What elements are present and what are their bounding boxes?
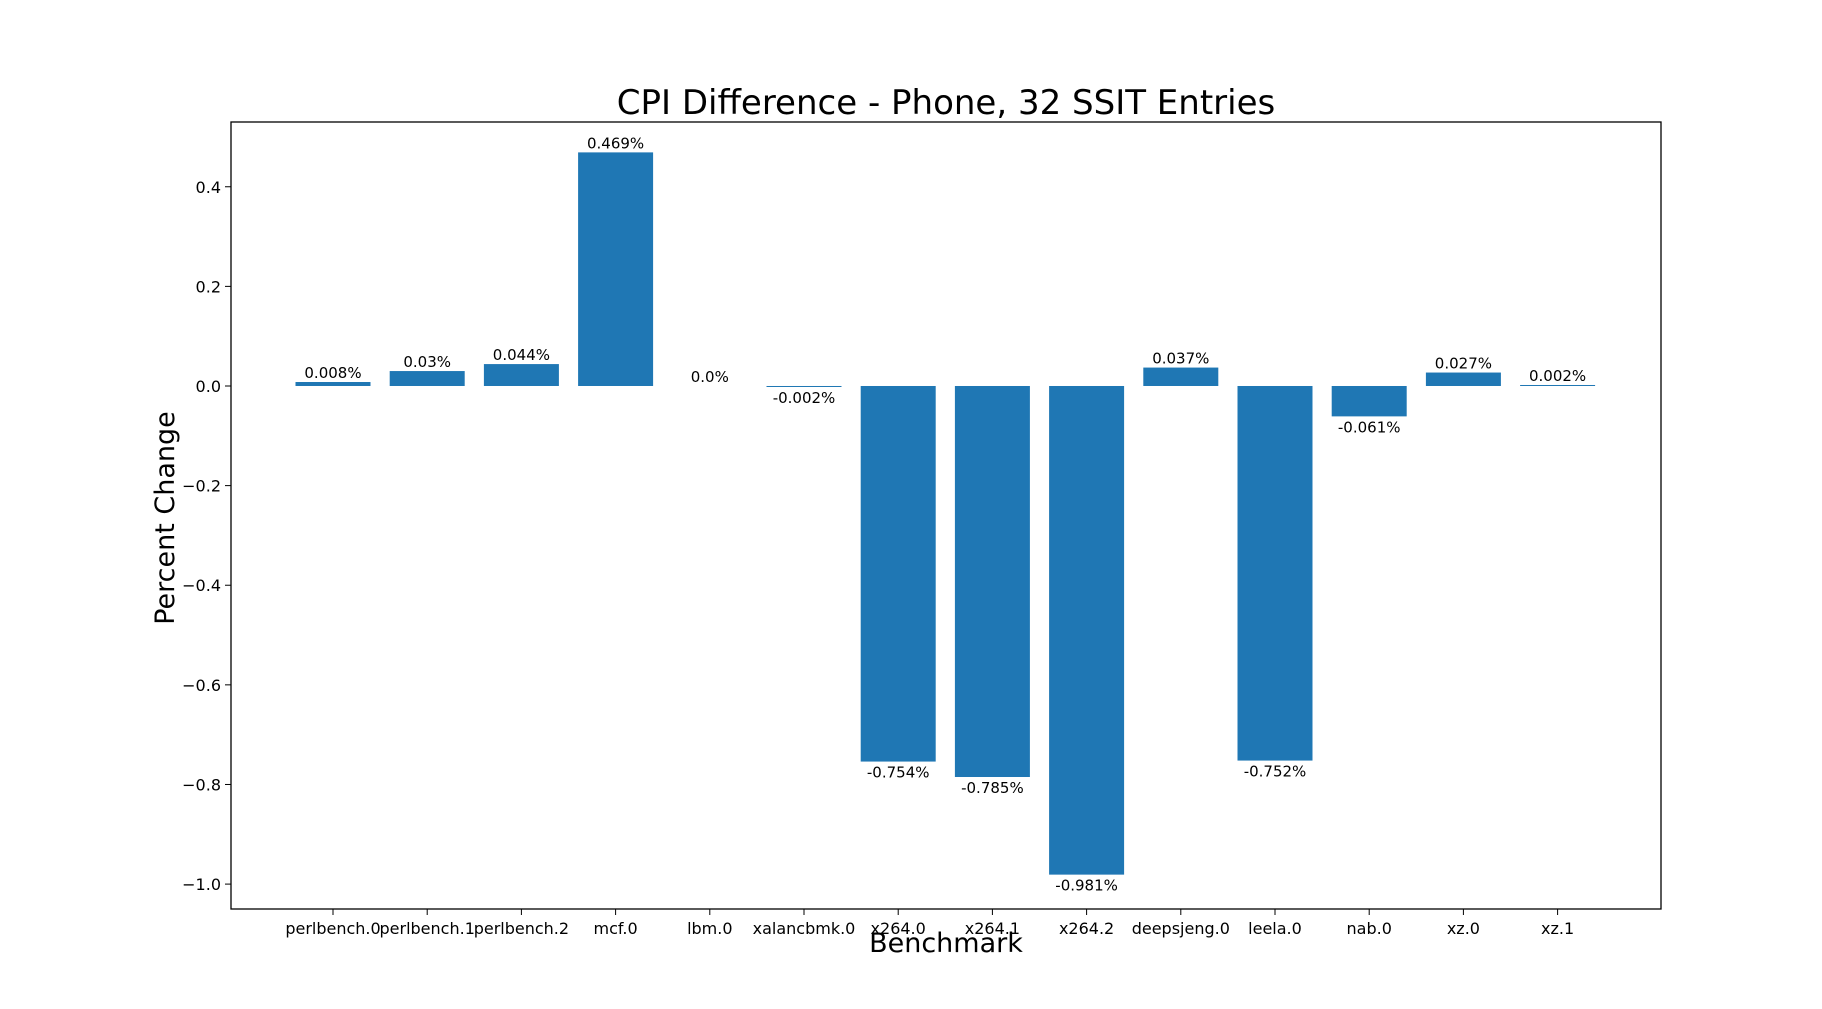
bar-x264.2 <box>1049 385 1125 875</box>
data-label-lbm.0: 0.0% <box>691 368 729 386</box>
y-axis-label: Percent Change <box>150 411 181 625</box>
data-label-xz.0: 0.027% <box>1435 355 1492 373</box>
x-tick-label-perlbench.0: perlbench.0 <box>285 919 380 938</box>
bar-perlbench.0 <box>295 382 371 386</box>
x-tick-label-xalancbmk.0: xalancbmk.0 <box>753 919 856 938</box>
data-label-x264.1: -0.785% <box>961 779 1024 797</box>
bars-layer <box>295 152 1596 875</box>
data-label-x264.0: -0.754% <box>867 764 930 782</box>
data-label-leela.0: -0.752% <box>1244 763 1307 781</box>
bar-x264.0 <box>860 385 936 762</box>
data-labels-layer: 0.008% 0.03% 0.044% 0.469% 0.0% -0.002% -0.754… <box>304 134 1586 894</box>
x-tick-label-mcf.0: mcf.0 <box>594 919 638 938</box>
x-tick-label-x264.2: x264.2 <box>1059 919 1114 938</box>
x-tick-label-deepsjeng.0: deepsjeng.0 <box>1132 919 1230 938</box>
bar-x264.1 <box>954 385 1030 778</box>
data-label-mcf.0: 0.469% <box>587 134 644 152</box>
data-label-deepsjeng.0: 0.037% <box>1152 350 1209 368</box>
x-tick-label-perlbench.2: perlbench.2 <box>474 919 569 938</box>
data-label-nab.0: -0.061% <box>1338 418 1401 436</box>
bar-deepsjeng.0 <box>1143 367 1219 386</box>
bar-perlbench.1 <box>389 371 465 386</box>
x-tick-label-lbm.0: lbm.0 <box>687 919 732 938</box>
bar-xz.1 <box>1520 384 1596 386</box>
data-label-xz.1: 0.002% <box>1529 367 1586 385</box>
y-tick-label: −1.0 <box>182 875 221 894</box>
y-tick-label: 0.2 <box>196 277 221 296</box>
bar-perlbench.2 <box>483 364 559 386</box>
x-tick-label-x264.0: x264.0 <box>871 919 926 938</box>
y-tick-label: 0.0 <box>196 377 221 396</box>
data-label-perlbench.2: 0.044% <box>493 346 550 364</box>
data-label-x264.2: -0.981% <box>1055 877 1118 895</box>
x-tick-label-nab.0: nab.0 <box>1347 919 1392 938</box>
y-tick-label: −0.8 <box>182 775 221 794</box>
bar-mcf.0 <box>578 152 654 386</box>
x-tick-label-xz.0: xz.0 <box>1447 919 1480 938</box>
y-tick-label: −0.6 <box>182 676 221 695</box>
x-axis-label: Benchmark <box>869 928 1023 959</box>
data-label-xalancbmk.0: -0.002% <box>773 389 836 407</box>
bar-leela.0 <box>1237 385 1313 761</box>
x-tick-label-perlbench.1: perlbench.1 <box>380 919 475 938</box>
chart-title: CPI Difference - Phone, 32 SSIT Entries <box>617 83 1275 123</box>
y-tick-label: −0.4 <box>182 576 221 595</box>
x-tick-label-x264.1: x264.1 <box>965 919 1020 938</box>
y-tick-label: 0.4 <box>196 178 221 197</box>
bar-xalancbmk.0 <box>766 385 842 387</box>
bar-xz.0 <box>1425 372 1501 386</box>
bar-nab.0 <box>1331 385 1407 417</box>
data-label-perlbench.0: 0.008% <box>304 364 361 382</box>
x-tick-label-leela.0: leela.0 <box>1248 919 1302 938</box>
y-axis: 0.4 0.2 0.0 −0.2 −0.4 −0.6 −0.8 −1.0 <box>182 178 231 894</box>
y-tick-label: −0.2 <box>182 477 221 496</box>
x-tick-label-xz.1: xz.1 <box>1541 919 1574 938</box>
plot-area-frame <box>230 121 1662 910</box>
data-label-perlbench.1: 0.03% <box>403 353 451 371</box>
